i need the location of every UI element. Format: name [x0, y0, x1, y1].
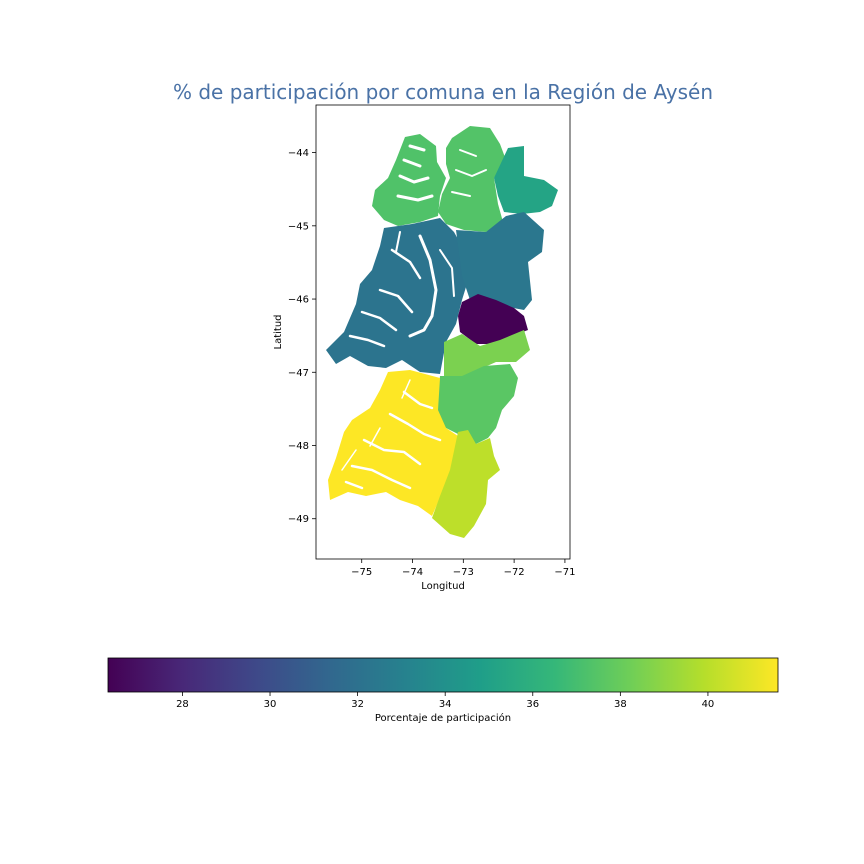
x-tick-label: −75 — [351, 567, 372, 578]
y-tick-label: −48 — [288, 441, 309, 452]
colorbar-tick-label: 34 — [439, 699, 452, 710]
axes-frame — [315, 104, 571, 560]
x-tick-label: −71 — [554, 567, 575, 578]
y-tick-label: −44 — [288, 148, 309, 159]
y-axis-ticks: −44 −45 −46 −47 −48 −49 — [288, 148, 316, 525]
region-cochrane — [436, 364, 518, 444]
x-axis-label: Longitud — [421, 581, 465, 592]
region-lago-verde — [438, 126, 506, 232]
y-tick-label: −47 — [288, 368, 309, 379]
colorbar-tick-label: 30 — [264, 699, 277, 710]
region-tortel — [328, 370, 458, 516]
region-lago-verde-east — [494, 146, 558, 214]
region-rio-ibanez — [458, 294, 528, 344]
colorbar-tick-label: 40 — [702, 699, 715, 710]
colorbar-tick-label: 28 — [176, 699, 189, 710]
region-ohiggins — [432, 430, 500, 538]
colorbar — [107, 657, 779, 693]
y-tick-label: −45 — [288, 221, 309, 232]
map-regions — [326, 126, 558, 538]
x-axis-ticks: −75 −74 −73 −72 −71 — [351, 559, 575, 578]
colorbar-label: Porcentaje de participación — [375, 712, 511, 724]
colorbar-tick-label: 38 — [614, 699, 627, 710]
water-channels — [341, 144, 487, 490]
colorbar-ticks: 28 30 32 34 36 38 40 — [176, 692, 714, 710]
x-tick-label: −74 — [402, 567, 423, 578]
x-tick-label: −73 — [453, 567, 474, 578]
colorbar-tick-label: 32 — [351, 699, 364, 710]
y-tick-label: −49 — [288, 514, 309, 525]
x-tick-label: −72 — [504, 567, 525, 578]
chart-title: % de participación por comuna en la Regi… — [173, 80, 713, 104]
colorbar-tick-label: 36 — [526, 699, 539, 710]
y-axis-label: Latitud — [273, 314, 284, 349]
region-chile-chico — [444, 330, 530, 378]
y-tick-label: −46 — [288, 295, 309, 306]
region-coyhaique — [456, 212, 544, 310]
